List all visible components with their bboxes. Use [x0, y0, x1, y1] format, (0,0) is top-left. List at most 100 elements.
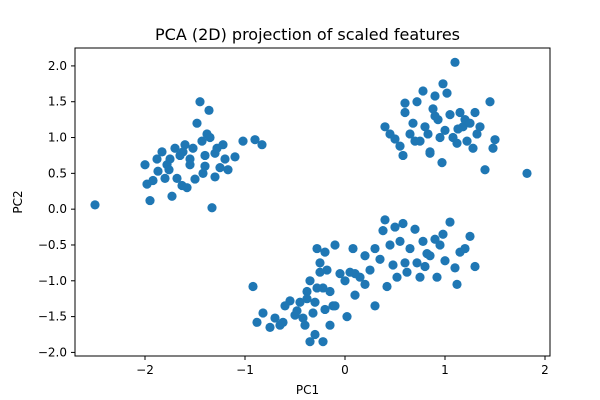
- scatter-point: [280, 301, 290, 311]
- scatter-point: [200, 150, 210, 161]
- scatter-point: [310, 297, 320, 307]
- scatter-point: [192, 118, 202, 128]
- scatter-point: [153, 166, 163, 176]
- scatter-point: [405, 243, 415, 254]
- scatter-point: [315, 258, 325, 268]
- y-axis-ticks: −2.0 −1.5 −1.0 −0.5 0.0 0.5 1.0 1.5 2.0: [38, 59, 75, 359]
- scatter-point: [385, 240, 395, 250]
- scatter-point: [423, 129, 433, 139]
- scatter-point: [348, 243, 358, 254]
- scatter-point: [257, 140, 267, 150]
- scatter-point: [360, 279, 370, 289]
- scatter-point: [250, 135, 260, 145]
- scatter-point: [460, 243, 470, 254]
- scatter-point: [418, 236, 428, 246]
- scatter-point: [152, 154, 162, 164]
- scatter-point: [380, 122, 390, 132]
- scatter-point: [410, 224, 420, 234]
- scatter-point: [210, 172, 220, 182]
- scatter-point: [315, 267, 325, 277]
- scatter-point: [382, 281, 392, 292]
- scatter-point: [392, 272, 402, 282]
- scatter-points: [90, 57, 532, 347]
- scatter-point: [302, 286, 312, 297]
- scatter-point: [450, 57, 460, 67]
- scatter-point: [475, 122, 485, 132]
- scatter-point: [380, 215, 390, 225]
- plot-frame: [74, 47, 551, 357]
- scatter-point: [398, 218, 408, 229]
- x-axis-ticks: −2 −1 0 1 2: [136, 356, 549, 377]
- scatter-point: [200, 161, 210, 171]
- y-tick-label: −1.5: [38, 310, 67, 324]
- scatter-point: [365, 265, 375, 275]
- scatter-point: [390, 222, 400, 232]
- scatter-point: [248, 281, 258, 292]
- y-tick-label: 2.0: [48, 59, 67, 73]
- scatter-point: [440, 125, 450, 135]
- scatter-point: [375, 254, 385, 264]
- scatter-point: [325, 286, 335, 297]
- x-tick-label: 2: [541, 363, 549, 377]
- scatter-point: [472, 129, 482, 139]
- scatter-point: [292, 306, 302, 316]
- scatter-point: [335, 269, 345, 279]
- scatter-point: [485, 97, 495, 107]
- x-tick-label: 0: [341, 363, 349, 377]
- scatter-point: [470, 107, 480, 118]
- scatter-point: [140, 160, 150, 170]
- scatter-point: [258, 308, 268, 318]
- scatter-point: [402, 267, 412, 277]
- scatter-point: [148, 175, 158, 186]
- scatter-point: [252, 317, 262, 327]
- scatter-point: [270, 313, 280, 323]
- scatter-point: [205, 132, 215, 143]
- scatter-point: [378, 226, 388, 236]
- scatter-point: [218, 140, 228, 150]
- scatter-point: [432, 272, 442, 282]
- y-tick-label: −2.0: [38, 345, 67, 359]
- scatter-point: [370, 301, 380, 311]
- chart-title: PCA (2D) projection of scaled features: [155, 25, 460, 44]
- scatter-point: [422, 248, 432, 259]
- scatter-point: [320, 247, 330, 257]
- scatter-point: [400, 258, 410, 268]
- scatter-point: [445, 217, 455, 227]
- scatter-point: [170, 143, 180, 153]
- scatter-point: [412, 97, 422, 107]
- scatter-point: [488, 143, 498, 153]
- scatter-point: [238, 136, 248, 146]
- scatter-point: [430, 91, 440, 101]
- scatter-point: [312, 283, 322, 293]
- scatter-point: [435, 132, 445, 143]
- scatter-point: [465, 118, 475, 128]
- scatter-point: [408, 118, 418, 128]
- y-tick-label: 1.0: [48, 131, 67, 145]
- scatter-point: [465, 231, 475, 241]
- scatter-point: [188, 143, 198, 153]
- scatter-point: [330, 240, 340, 250]
- scatter-point: [330, 301, 340, 311]
- scatter-point: [195, 97, 205, 107]
- scatter-point: [412, 258, 422, 268]
- y-tick-label: −1.0: [38, 274, 67, 288]
- scatter-point: [230, 152, 240, 162]
- scatter-point: [182, 183, 192, 193]
- scatter-point: [197, 136, 207, 146]
- scatter-point: [462, 136, 472, 146]
- scatter-point: [453, 124, 463, 134]
- scatter-point: [410, 136, 420, 146]
- x-axis-title: PC1: [296, 383, 319, 397]
- scatter-point: [442, 88, 452, 98]
- x-tick-label: −1: [236, 363, 254, 377]
- y-axis-title: PC2: [11, 190, 25, 213]
- scatter-point: [405, 129, 415, 139]
- scatter-point: [310, 329, 320, 340]
- scatter-point: [435, 240, 445, 250]
- scatter-point: [325, 320, 335, 330]
- scatter-point: [420, 261, 430, 272]
- scatter-point: [220, 154, 230, 164]
- scatter-point: [455, 107, 465, 118]
- scatter-point: [320, 304, 330, 315]
